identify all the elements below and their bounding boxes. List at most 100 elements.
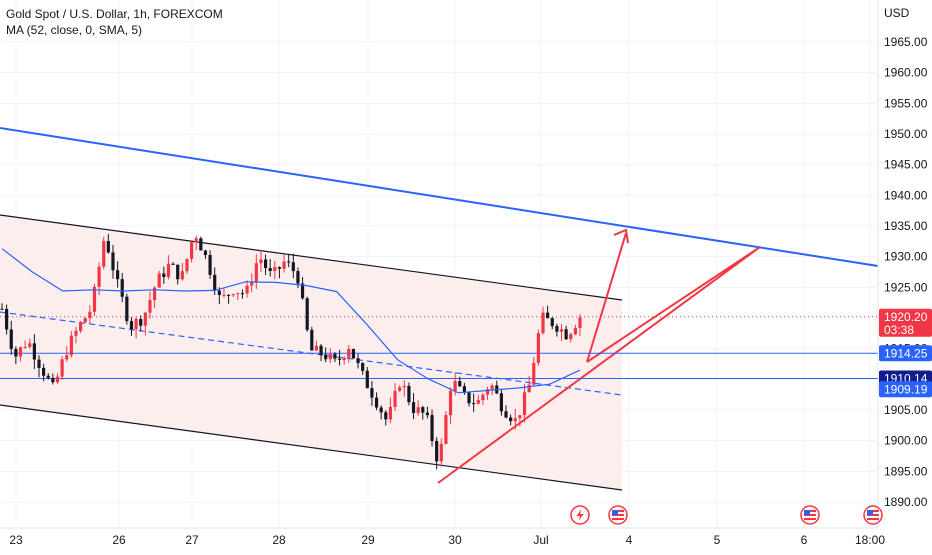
candle-body [305,298,309,330]
candle-body [236,293,240,295]
candle-body [476,400,480,404]
candle-body [324,354,328,360]
candle-body [42,367,46,376]
projection-arrow[interactable] [586,232,627,363]
candle-body [411,402,416,414]
candle-body [467,392,471,404]
candle-body [472,403,476,405]
candle-body [448,390,453,416]
candle-body [189,242,194,259]
blue-trend-line[interactable] [0,127,879,267]
moving-average-line [1,248,581,394]
candle-body [559,329,564,332]
y-tick-label: 1955.00 [884,96,928,110]
candle-body [458,381,462,387]
candle-body [444,415,448,444]
y-tick-label: 1940.00 [884,188,928,202]
symbol-title[interactable]: Gold Spot / U.S. Dollar, 1h, FOREXCOM [6,7,223,21]
us-flag-icon[interactable] [800,505,820,525]
candle-body [240,293,245,295]
candle-body [416,407,420,414]
channel-lower-line[interactable] [0,404,623,491]
candle-body [120,279,124,297]
indicator-label[interactable]: MA (52, close, 0, SMA, 5) [6,23,143,37]
candle-body [203,250,208,255]
candle-body [14,348,18,357]
us-flag-icon[interactable] [863,505,883,525]
x-tick-label: 28 [272,533,286,547]
candle-body [213,274,217,291]
candle-body [347,348,351,358]
candle-body [546,312,550,319]
candle-body [351,348,356,359]
channel-upper-line[interactable] [0,214,623,301]
candle-body [231,294,235,296]
candle-body [171,263,175,265]
candle-body [374,397,379,408]
projection-arrow-head [613,228,629,244]
candle-body [222,294,226,296]
current-price-badge-text: 03:38 [884,323,914,337]
candle-body [162,273,166,278]
candle-body [282,261,286,269]
lightning-icon[interactable] [570,505,590,525]
candle-body [23,346,27,348]
drawings [0,127,879,491]
candle-body [28,343,32,347]
candle-body [199,238,203,251]
candle-body [388,406,393,420]
candle-body [398,387,402,391]
candle-body [578,317,582,329]
candle-body [143,312,147,326]
red-rising-line[interactable] [437,246,761,484]
currency-label[interactable]: USD [884,6,910,20]
candle-body [273,267,277,271]
candle-body [569,334,573,340]
x-tick-label: 29 [361,533,375,547]
us-flag-icon[interactable] [608,505,628,525]
candle-body [333,353,337,359]
candle-body [134,318,138,330]
candle-body [92,286,97,312]
candle-body [74,330,78,336]
candle-body [573,328,577,335]
candle-body [300,283,305,299]
candle-body [125,296,129,322]
y-tick-label: 1925.00 [884,280,928,294]
candle-body [277,267,282,269]
candle-body [541,312,545,334]
candle-body [384,412,388,420]
y-tick-label: 1950.00 [884,127,928,141]
candle-body [421,407,425,413]
candle-body [9,329,13,349]
candle-body [0,308,4,310]
candle-body [51,377,55,383]
candle-body [435,440,439,462]
candle-body [46,375,50,378]
horizontal-lines [0,316,878,379]
candle-body [527,384,531,393]
y-tick-label: 1930.00 [884,250,928,264]
x-tick-label: 4 [626,533,633,547]
x-tick-label: 6 [801,533,808,547]
candle-body [60,359,64,377]
candle-body [532,362,536,385]
level-badge-text: 1909.19 [884,382,928,396]
y-tick-label: 1890.00 [884,495,928,509]
candle-body [337,358,342,360]
candle-body [32,343,36,360]
candle-body [83,318,87,323]
candle-body [291,262,295,272]
candle-body [504,411,508,418]
candle-body [226,294,231,296]
level-badge [879,345,932,362]
candle-body [116,270,120,280]
candle-body [148,300,152,313]
candle-body [453,381,457,391]
candle-body [462,386,466,393]
candle-body [490,385,494,390]
y-tick-label: 1895.00 [884,464,928,478]
current-price-badge-text: 1920.20 [884,310,928,324]
